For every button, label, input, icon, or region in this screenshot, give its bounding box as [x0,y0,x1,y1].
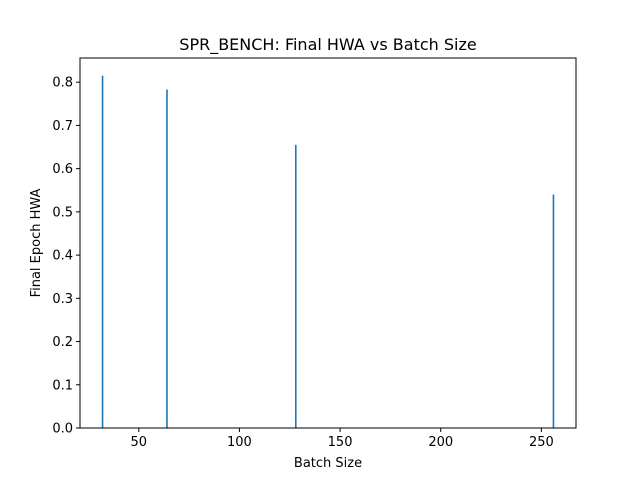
bar-batch-128 [294,144,297,428]
y-axis-label: Final Epoch HWA [29,188,44,297]
y-tick-label: 0.2 [52,335,73,350]
plot-frame [79,57,577,429]
bar-batch-32 [101,75,104,429]
y-tick-label: 0.4 [52,249,73,264]
x-tick-label: 150 [328,435,353,450]
x-tick-label: 250 [529,435,554,450]
bar-batch-256 [552,194,555,428]
y-tick-label: 0.0 [52,422,73,437]
y-tick-label: 0.5 [52,205,73,220]
x-axis-label: Batch Size [294,456,362,471]
x-tick-label: 50 [131,435,148,450]
bar-batch-64 [166,89,168,428]
y-tick-label: 0.3 [52,292,73,307]
y-tick-label: 0.1 [52,378,73,393]
y-tick-label: 0.8 [52,76,73,91]
y-tick-label: 0.6 [52,162,73,177]
y-tick-label: 0.7 [52,119,73,134]
chart-title: SPR_BENCH: Final HWA vs Batch Size [179,35,476,55]
x-axis-ticks: 50 100 150 200 250 [131,428,554,450]
x-tick-label: 100 [227,435,252,450]
y-axis-ticks: 0.0 0.1 0.2 0.3 0.4 0.5 0.6 0.7 0.8 [52,76,80,437]
x-tick-label: 200 [428,435,453,450]
bars [101,75,555,429]
